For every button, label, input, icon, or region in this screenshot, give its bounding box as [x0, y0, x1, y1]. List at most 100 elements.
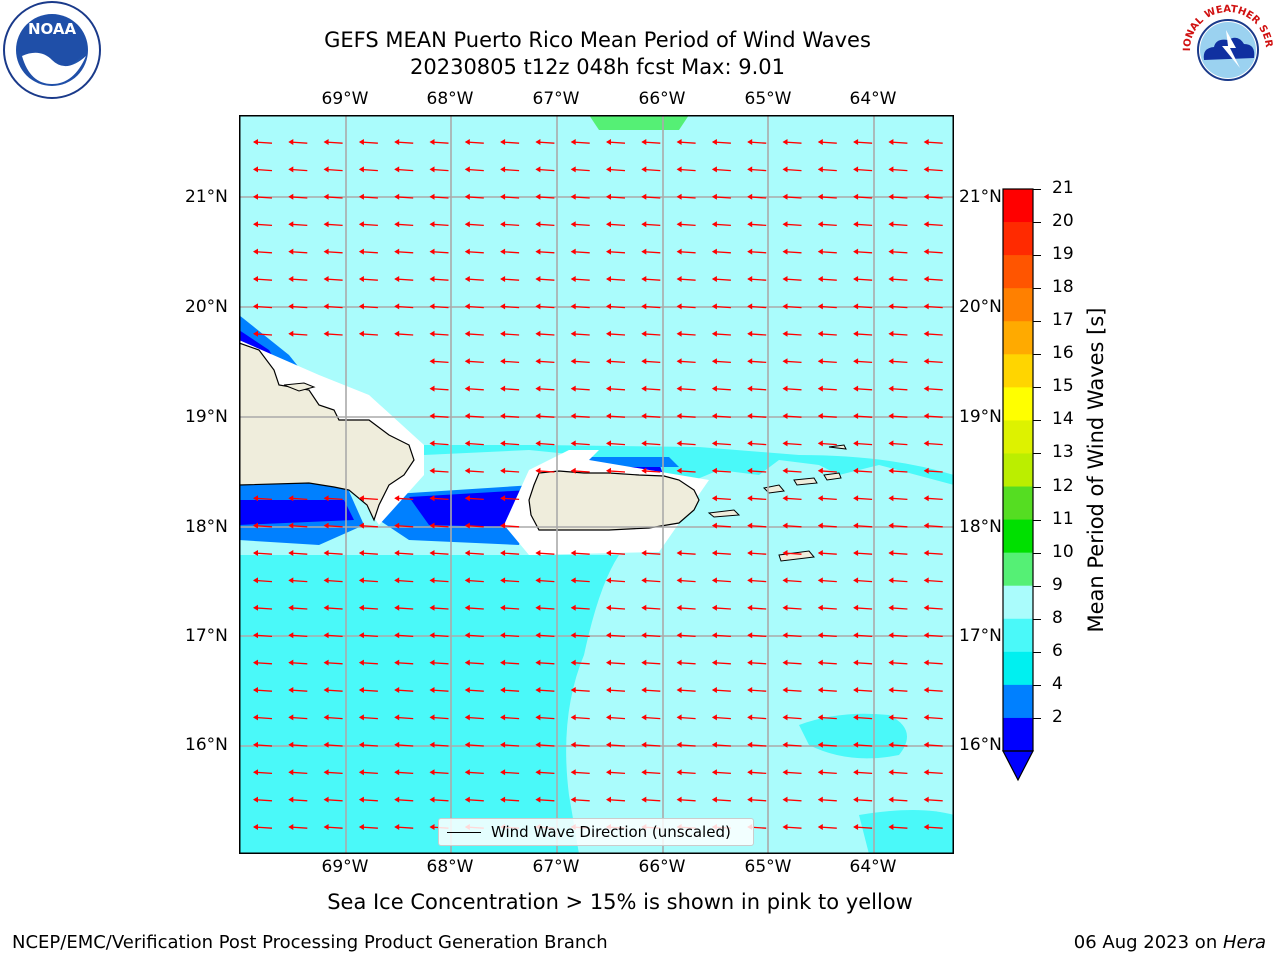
- wave-direction-arrow: [853, 440, 873, 447]
- wave-direction-arrow: [253, 577, 273, 584]
- wave-direction-arrow: [429, 276, 449, 282]
- wave-direction-arrow: [711, 248, 731, 255]
- wave-direction-arrow: [288, 714, 308, 721]
- wave-direction-arrow: [888, 604, 908, 611]
- wave-direction-arrow: [253, 193, 273, 200]
- wave-direction-arrow: [570, 276, 590, 282]
- wave-direction-arrow: [570, 687, 590, 693]
- wave-direction-arrow: [606, 604, 626, 611]
- wave-direction-arrow: [888, 358, 908, 365]
- colorbar-tick-label: 19: [1052, 244, 1074, 265]
- wave-direction-arrow: [288, 166, 308, 173]
- wave-direction-arrow: [817, 824, 837, 830]
- map-panel: [239, 115, 954, 854]
- wave-direction-arrow: [323, 330, 343, 337]
- wave-direction-arrow: [817, 659, 837, 666]
- lon-label-top: 67°W: [532, 89, 580, 109]
- wave-direction-arrow: [464, 550, 484, 556]
- ocean-mid-patch: [799, 713, 907, 759]
- wave-direction-arrow: [782, 796, 802, 803]
- wave-direction-arrow: [782, 604, 802, 611]
- wave-direction-arrow: [570, 440, 590, 447]
- wave-direction-arrow: [500, 769, 520, 776]
- wave-direction-arrow: [570, 193, 590, 200]
- wave-direction-arrow: [288, 741, 308, 748]
- wave-direction-arrow: [888, 276, 908, 282]
- wave-direction-arrow: [253, 769, 273, 776]
- wave-direction-arrow: [641, 714, 661, 721]
- wave-direction-arrow: [606, 248, 626, 255]
- wave-direction-arrow: [676, 632, 696, 639]
- wave-direction-arrow: [817, 139, 837, 145]
- wave-direction-arrow: [747, 221, 767, 228]
- wave-direction-arrow: [641, 139, 661, 145]
- wave-direction-arrow: [358, 604, 378, 611]
- wave-direction-arrow: [394, 796, 414, 803]
- wave-direction-arrow: [888, 687, 908, 693]
- wave-direction-arrow: [464, 193, 484, 200]
- wave-direction-arrow: [570, 467, 590, 474]
- colorbar-tick: [1033, 552, 1041, 554]
- wave-direction-arrow: [253, 796, 273, 803]
- lon-label-top: 69°W: [321, 89, 369, 109]
- wave-direction-arrow: [923, 577, 943, 584]
- wave-direction-arrow: [570, 741, 590, 748]
- wave-direction-arrow: [782, 467, 802, 474]
- wave-direction-arrow: [606, 467, 626, 474]
- wave-direction-arrow: [676, 467, 696, 474]
- dark-band-w: [239, 500, 354, 525]
- wave-direction-arrow: [641, 550, 661, 556]
- wave-direction-arrow: [358, 166, 378, 173]
- wave-direction-arrow: [570, 796, 590, 803]
- wave-direction-arrow: [535, 687, 555, 693]
- colorbar-segment: [1003, 717, 1033, 752]
- wave-direction-arrow: [253, 276, 273, 282]
- wave-direction-arrow: [817, 550, 837, 556]
- wave-direction-arrow: [641, 632, 661, 639]
- wave-direction-arrow: [641, 604, 661, 611]
- wave-direction-arrow: [782, 221, 802, 228]
- wave-direction-arrow: [676, 330, 696, 337]
- wave-direction-arrow: [253, 824, 273, 830]
- wave-direction-arrow: [782, 166, 802, 173]
- wave-direction-arrow: [782, 714, 802, 721]
- wave-direction-arrow: [288, 604, 308, 611]
- wave-direction-arrow: [464, 769, 484, 776]
- wave-direction-arrow: [253, 330, 273, 337]
- wave-direction-arrow: [606, 330, 626, 337]
- wave-direction-arrow: [817, 193, 837, 200]
- wave-direction-arrow: [288, 139, 308, 145]
- colorbar-extend-triangle: [1002, 750, 1034, 782]
- wave-direction-arrow: [464, 221, 484, 228]
- lat-label-left: 20°N: [185, 297, 228, 317]
- lat-label-left: 21°N: [185, 187, 228, 207]
- wave-direction-arrow: [570, 577, 590, 584]
- wave-direction-arrow: [253, 741, 273, 748]
- wave-direction-arrow: [394, 139, 414, 145]
- wave-direction-arrow: [464, 413, 484, 419]
- wave-direction-arrow: [817, 276, 837, 282]
- colorbar-tick: [1033, 684, 1041, 686]
- wave-direction-arrow: [570, 139, 590, 145]
- wave-direction-arrow: [394, 604, 414, 611]
- wave-direction-arrow: [747, 659, 767, 666]
- wave-direction-arrow: [747, 358, 767, 365]
- wave-direction-arrow: [888, 769, 908, 776]
- lon-label-bottom: 66°W: [638, 857, 686, 877]
- wave-direction-arrow: [288, 632, 308, 639]
- wave-direction-arrow: [817, 385, 837, 392]
- colorbar-tick-label: 8: [1052, 607, 1063, 628]
- wave-direction-arrow: [888, 166, 908, 173]
- wave-direction-arrow: [747, 522, 767, 529]
- wave-direction-arrow: [429, 632, 449, 639]
- wave-direction-arrow: [888, 550, 908, 556]
- colorbar-tick-label: 20: [1052, 211, 1074, 232]
- lat-label-right: 17°N: [959, 626, 1002, 646]
- wind-wave-arrows: [253, 139, 943, 830]
- wave-direction-arrow: [676, 604, 696, 611]
- wave-direction-arrow: [747, 769, 767, 776]
- wave-direction-arrow: [853, 495, 873, 502]
- wave-direction-arrow: [641, 769, 661, 776]
- ocean-mid-west: [239, 555, 619, 854]
- wave-direction-arrow: [288, 248, 308, 255]
